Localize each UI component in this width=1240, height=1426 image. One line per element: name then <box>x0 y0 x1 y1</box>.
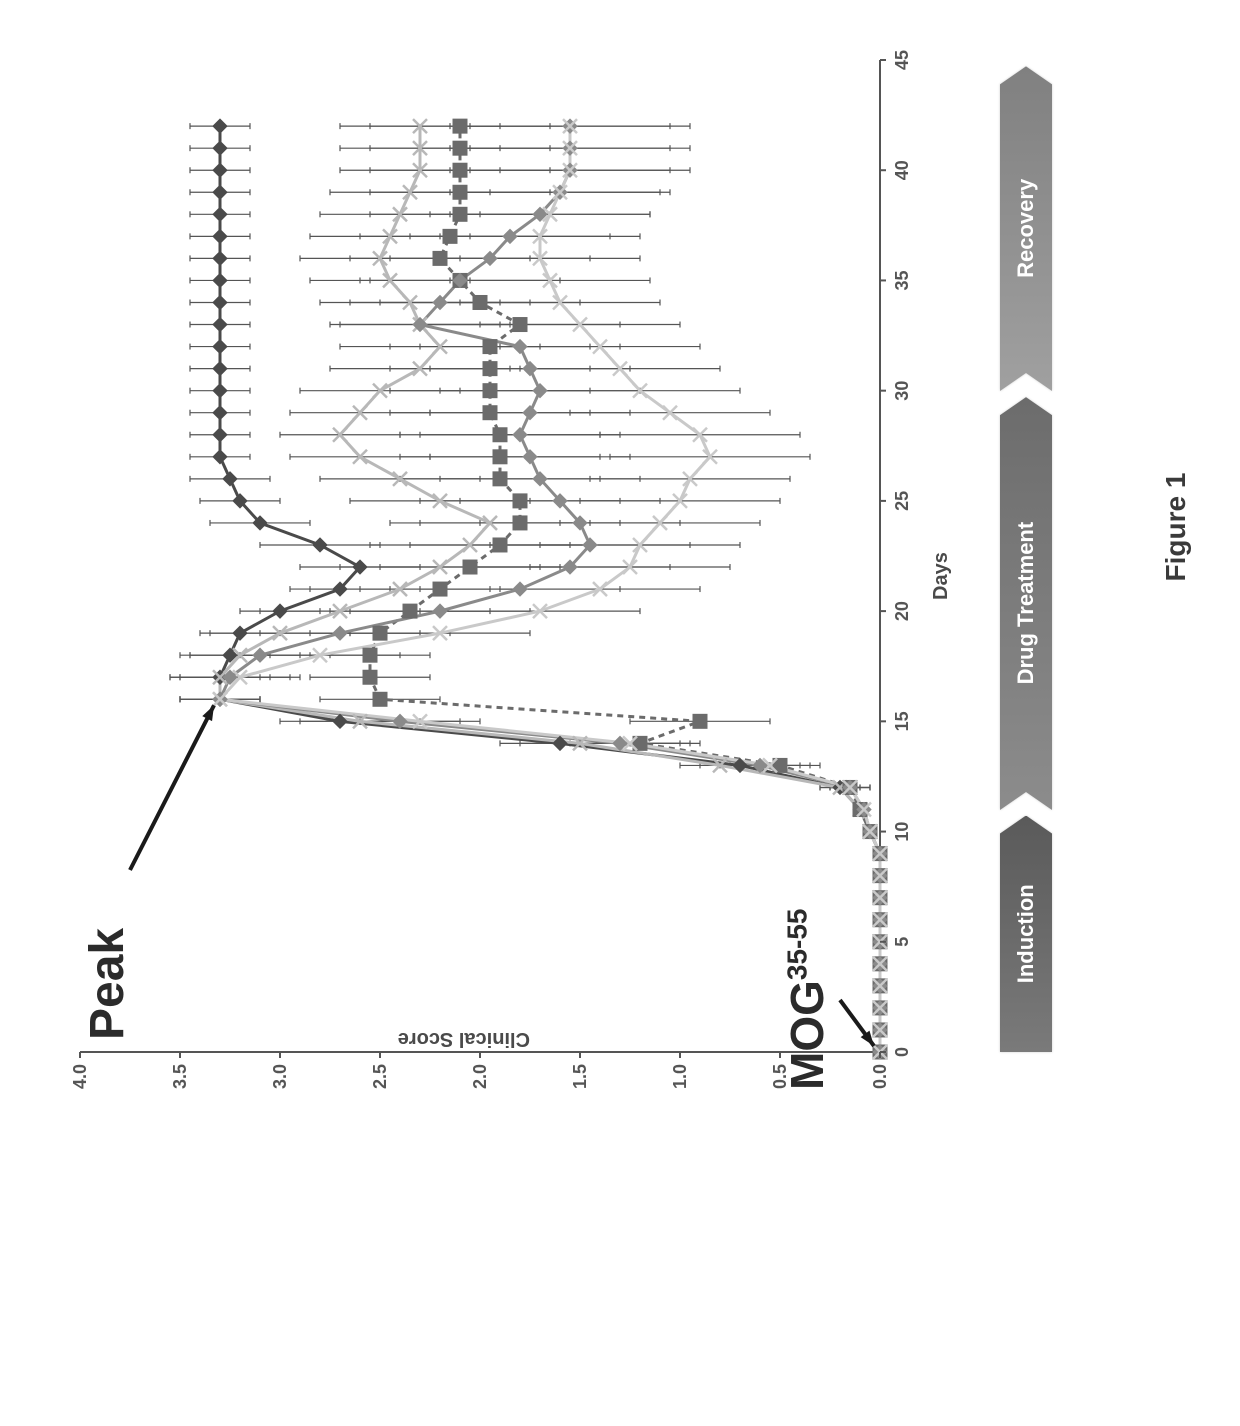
timeline-phase-recovery: Recovery <box>1000 66 1052 391</box>
svg-text:20: 20 <box>892 601 912 621</box>
svg-text:2.5: 2.5 <box>370 1064 390 1089</box>
svg-text:5: 5 <box>892 937 912 947</box>
peak-annotation-label: Peak <box>81 928 134 1040</box>
svg-text:15: 15 <box>892 711 912 731</box>
timeline-phase-label: Drug Treatment <box>1013 522 1038 685</box>
timeline-phase-drug-treatment: Drug Treatment <box>1000 397 1052 810</box>
x-axis-label: Days <box>930 552 953 600</box>
mog-annotation: MOG35-55 <box>780 908 834 1090</box>
timeline-phase-induction: Induction <box>1000 816 1052 1052</box>
peak-annotation: Peak <box>80 928 135 1040</box>
svg-text:25: 25 <box>892 491 912 511</box>
svg-text:3.0: 3.0 <box>270 1064 290 1089</box>
svg-text:1.5: 1.5 <box>570 1064 590 1089</box>
svg-text:10: 10 <box>892 822 912 842</box>
svg-text:1.0: 1.0 <box>670 1064 690 1089</box>
svg-text:40: 40 <box>892 160 912 180</box>
timeline: Induction Drug Treatment Recovery <box>1000 60 1060 1052</box>
timeline-phase-label: Induction <box>1013 884 1038 983</box>
svg-text:0: 0 <box>892 1047 912 1057</box>
svg-text:45: 45 <box>892 50 912 70</box>
svg-text:35: 35 <box>892 270 912 290</box>
mog-annotation-sup: 35-55 <box>782 908 813 980</box>
timeline-phase-label: Recovery <box>1013 179 1038 278</box>
y-axis-label: Clinical Score <box>398 1027 530 1050</box>
svg-text:3.5: 3.5 <box>170 1064 190 1089</box>
svg-text:2.0: 2.0 <box>470 1064 490 1089</box>
chart-container: 0.00.51.01.52.02.53.03.54.00510152025303… <box>60 40 960 1120</box>
svg-text:0.0: 0.0 <box>870 1064 890 1089</box>
svg-text:30: 30 <box>892 381 912 401</box>
mog-annotation-main: MOG <box>781 980 833 1090</box>
figure-caption: Figure 1 <box>1160 0 1192 1240</box>
svg-text:4.0: 4.0 <box>70 1064 90 1089</box>
